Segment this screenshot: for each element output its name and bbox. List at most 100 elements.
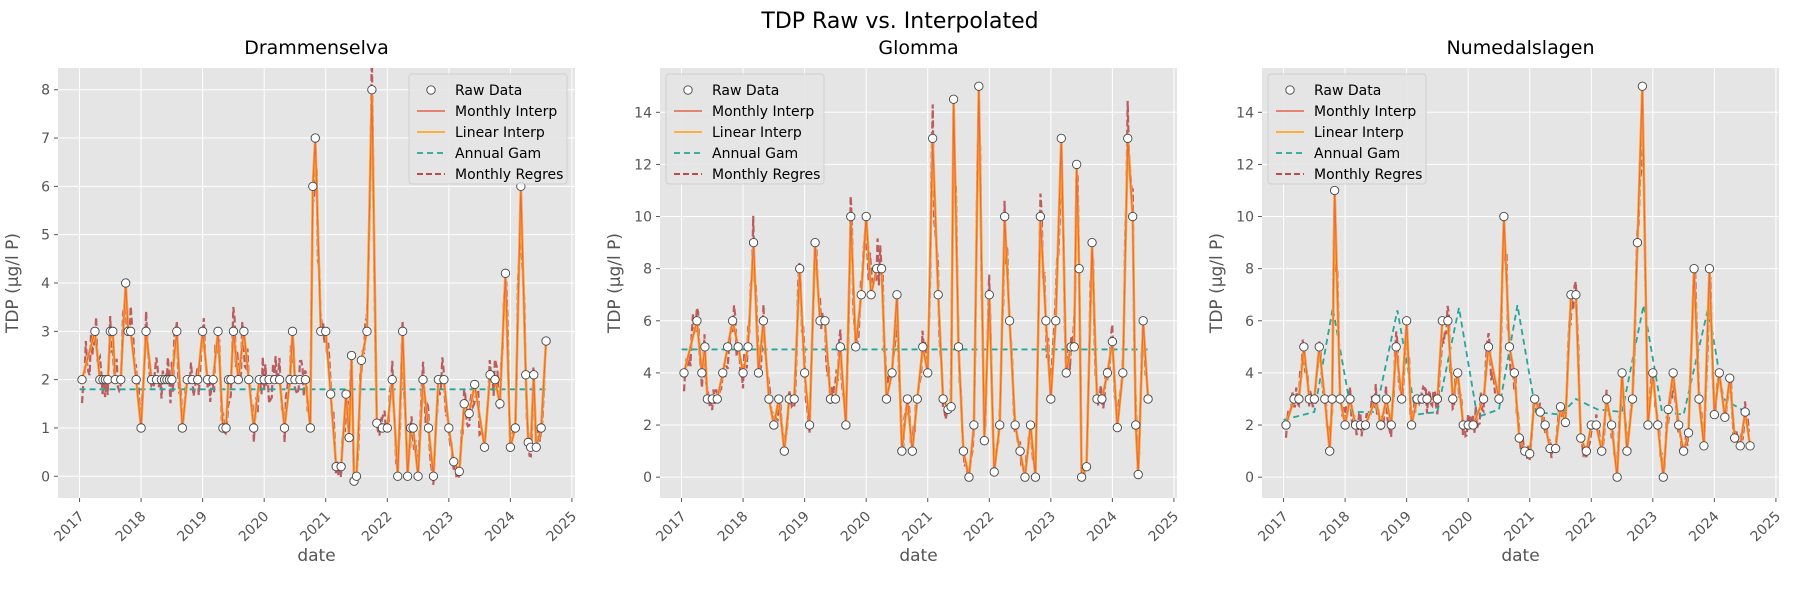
raw-data-point (1612, 472, 1622, 482)
raw-data-point (479, 442, 490, 452)
raw-data-point (881, 394, 892, 404)
raw-data-point (1360, 420, 1371, 430)
raw-data-point (953, 342, 964, 352)
raw-data-point (439, 374, 449, 385)
raw-data-point (1602, 394, 1612, 404)
raw-data-point (1381, 394, 1391, 404)
raw-data-point (221, 423, 231, 433)
raw-data-point (239, 326, 249, 336)
raw-data-point (1627, 394, 1638, 404)
raw-data-point (928, 133, 938, 144)
raw-data-point (974, 81, 984, 91)
raw-data-point (958, 446, 969, 456)
raw-data-point (459, 399, 469, 409)
x-tick-label: 2018 (1317, 509, 1354, 546)
y-tick-label: 7 (41, 131, 50, 147)
raw-data-point (1325, 446, 1335, 456)
x-tick-label: 2017 (653, 509, 690, 546)
raw-data-point (1555, 402, 1566, 412)
y-tick-label: 10 (1236, 210, 1254, 226)
raw-data-point (989, 467, 999, 477)
y-tick-label: 3 (41, 324, 50, 340)
x-axis-label: date (1501, 546, 1539, 566)
raw-data-point (1714, 368, 1724, 378)
y-tick-label: 4 (41, 276, 50, 292)
raw-data-point (830, 394, 841, 404)
raw-data-point (1443, 316, 1453, 326)
raw-data-point (1020, 472, 1030, 482)
x-tick-label: 2025 (1146, 509, 1183, 546)
raw-data-point (1076, 472, 1087, 482)
raw-data-point (177, 423, 187, 433)
y-tick-label: 12 (634, 157, 652, 173)
raw-data-point (541, 336, 551, 346)
raw-data-point (1056, 133, 1066, 144)
raw-data-point (907, 446, 917, 456)
raw-data-point (835, 342, 845, 352)
raw-data-point (946, 402, 956, 412)
y-tick-label: 2 (643, 418, 652, 434)
raw-data-point (1468, 420, 1478, 430)
x-tick-label: 2019 (174, 509, 211, 546)
raw-data-point (758, 316, 769, 326)
raw-data-point (1550, 443, 1561, 454)
x-tick-label: 2021 (1501, 509, 1538, 546)
raw-data-point (510, 423, 520, 433)
raw-data-point (789, 394, 799, 404)
raw-data-point (1632, 237, 1643, 248)
raw-data-point (1678, 446, 1689, 456)
raw-data-point (692, 316, 702, 326)
raw-data-point (1668, 368, 1678, 378)
raw-data-point (1637, 81, 1648, 91)
raw-data-point (876, 264, 887, 274)
legend-entry: Raw Data (1314, 83, 1381, 99)
raw-data-point (1674, 420, 1684, 430)
raw-data-point (351, 471, 362, 481)
raw-data-point (344, 432, 354, 443)
raw-data-point (1329, 185, 1340, 196)
raw-data-point (108, 326, 118, 336)
raw-data-point (892, 290, 902, 300)
raw-data-point (197, 326, 208, 336)
raw-data-point (287, 326, 298, 336)
x-tick-label: 2021 (899, 509, 936, 546)
raw-data-point (1035, 211, 1046, 222)
raw-data-point (321, 326, 331, 336)
raw-data-point (995, 420, 1005, 430)
raw-data-point (1401, 316, 1412, 326)
raw-data-point (423, 423, 434, 433)
raw-data-point (1051, 316, 1061, 326)
raw-data-point (233, 374, 243, 385)
raw-data-point (1422, 394, 1432, 404)
raw-data-point (1131, 420, 1141, 430)
raw-data-point (1069, 342, 1079, 352)
raw-data-point (121, 278, 131, 288)
legend-entry: Monthly Interp (712, 104, 814, 120)
x-tick-label: 2017 (1255, 509, 1292, 546)
y-tick-label: 0 (1245, 470, 1254, 486)
raw-data-point (470, 379, 480, 390)
raw-data-point (1138, 316, 1148, 326)
raw-data-point (1340, 420, 1350, 430)
legend: Raw Data Monthly Interp Linear Interp Annua… (665, 73, 825, 185)
raw-data-point (1540, 420, 1550, 430)
raw-data-point (1025, 420, 1036, 430)
y-axis-label: TDP (µg/l P) (3, 233, 23, 334)
raw-data-point (1689, 264, 1699, 274)
legend: Raw Data Monthly Interp Linear Interp Annua… (408, 73, 568, 185)
raw-data-point (1294, 394, 1304, 404)
raw-data-point (1143, 394, 1153, 404)
legend-entry: Linear Interp (1314, 125, 1404, 141)
raw-data-point (1112, 422, 1122, 433)
raw-data-point (861, 211, 871, 222)
chart-panel-drammenselva: 2017 2018 2019 2020 2021 2022 2023 2024 2025 0 1 2 3… (3, 37, 580, 566)
raw-data-point (1525, 449, 1535, 459)
raw-data-point (1406, 420, 1417, 430)
raw-data-point (449, 457, 459, 467)
y-tick-label: 8 (41, 83, 50, 99)
raw-data-point (454, 466, 464, 477)
raw-data-point (1597, 446, 1607, 456)
raw-data-point (1643, 420, 1653, 430)
x-tick-label: 2022 (1563, 509, 1600, 546)
